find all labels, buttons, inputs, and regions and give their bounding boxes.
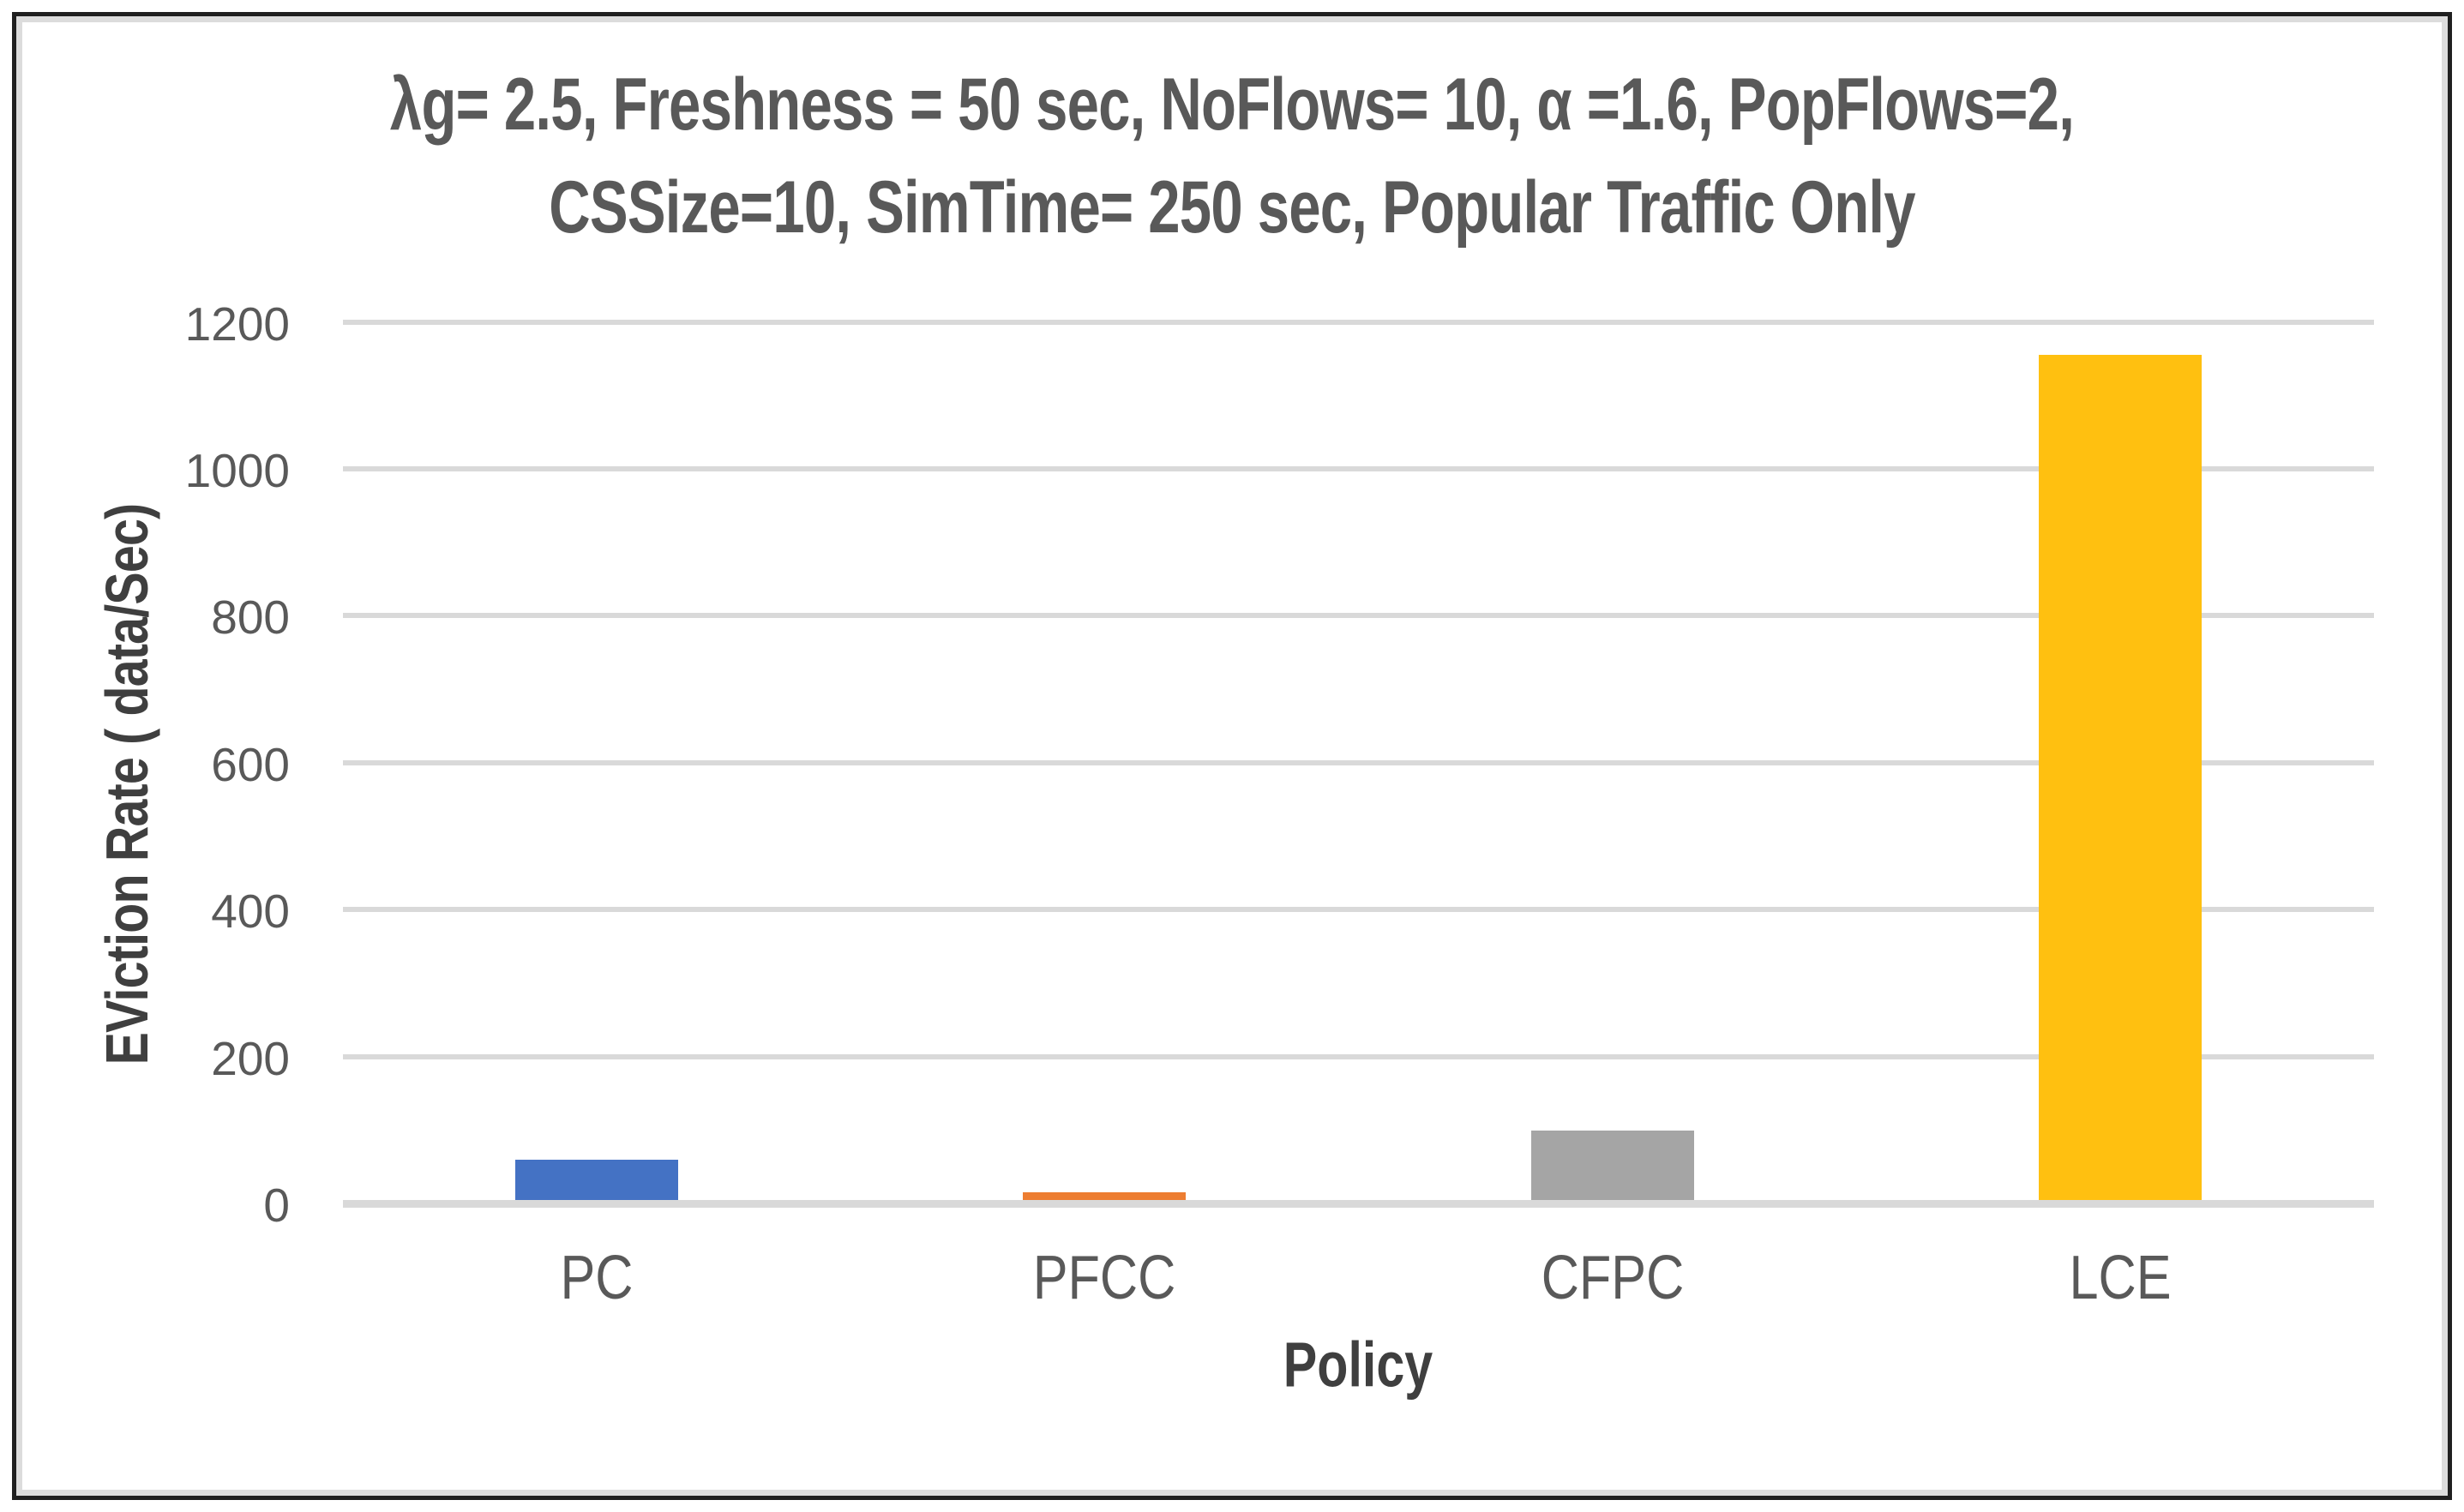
bar-cfpc xyxy=(1530,1130,1694,1200)
y-tick-label-400: 400 xyxy=(211,885,290,939)
figure-border xyxy=(12,12,2452,1500)
x-axis-line xyxy=(343,1200,2374,1208)
gridline-1200 xyxy=(343,319,2374,325)
y-tick-label-1000: 1000 xyxy=(184,443,290,497)
plot-area xyxy=(343,0,2374,1512)
y-tick-label-600: 600 xyxy=(211,737,290,791)
bar-pfcc xyxy=(1023,1192,1187,1200)
gridline-800 xyxy=(343,613,2374,619)
x-category-label-cfpc: CFPC xyxy=(1541,1244,1684,1312)
gridline-200 xyxy=(343,1053,2374,1059)
bar-lce xyxy=(2038,355,2202,1200)
x-category-label-pc: PC xyxy=(560,1244,634,1312)
gridline-1000 xyxy=(343,465,2374,471)
gridline-400 xyxy=(343,907,2374,913)
y-tick-label-0: 0 xyxy=(263,1179,290,1232)
y-tick-label-800: 800 xyxy=(211,591,290,645)
chart-title-line-1: λg= 2.5, Freshness = 50 sec, NoFlows= 10… xyxy=(389,63,2075,146)
gridline-600 xyxy=(343,759,2374,765)
chart-title: λg= 2.5, Freshness = 50 sec, NoFlows= 10… xyxy=(0,53,2464,259)
y-tick-label-200: 200 xyxy=(211,1031,290,1085)
y-tick-label-1200: 1200 xyxy=(184,297,290,351)
x-category-label-pfcc: PFCC xyxy=(1033,1244,1176,1312)
x-category-label-lce: LCE xyxy=(2069,1244,2172,1312)
x-axis-title: Policy xyxy=(1283,1329,1433,1401)
bar-pc xyxy=(515,1159,679,1200)
chart-title-line-2: CSSize=10, SimTime= 250 sec, Popular Tra… xyxy=(549,166,1915,249)
chart-area-border xyxy=(16,16,2448,1496)
